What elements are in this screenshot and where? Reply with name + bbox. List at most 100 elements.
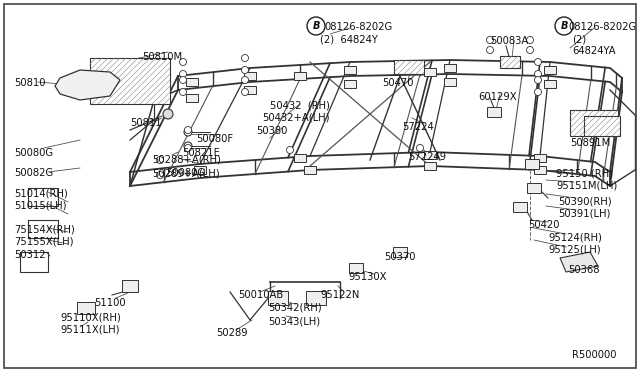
Bar	[525, 159, 539, 169]
Bar	[344, 80, 356, 88]
Bar	[244, 86, 256, 94]
Text: 50082G: 50082G	[14, 168, 53, 178]
Text: B: B	[560, 21, 568, 31]
Text: 50312: 50312	[14, 250, 45, 260]
Circle shape	[486, 46, 493, 54]
Text: 50810M: 50810M	[142, 52, 182, 62]
Bar	[77, 302, 95, 314]
Bar	[424, 162, 436, 170]
Bar	[544, 66, 556, 74]
Text: 50420: 50420	[528, 220, 559, 230]
Bar	[424, 151, 436, 159]
Text: 50811: 50811	[130, 118, 162, 128]
Bar	[444, 78, 456, 86]
Text: 50010AB: 50010AB	[238, 290, 284, 300]
Circle shape	[527, 36, 534, 44]
Text: 572249: 572249	[408, 152, 446, 162]
Text: 50080G: 50080G	[166, 168, 205, 178]
Polygon shape	[55, 70, 120, 100]
Circle shape	[287, 147, 294, 154]
Text: 95130X: 95130X	[348, 272, 387, 282]
Circle shape	[534, 77, 541, 83]
Text: 50810: 50810	[14, 78, 45, 88]
Bar	[304, 166, 316, 174]
Text: 95111X(LH): 95111X(LH)	[60, 325, 120, 335]
Text: 50342(RH): 50342(RH)	[268, 302, 322, 312]
Text: 50432  (RH): 50432 (RH)	[270, 100, 330, 110]
Circle shape	[184, 144, 191, 151]
Circle shape	[241, 89, 248, 96]
Bar	[294, 72, 306, 80]
Text: 50289: 50289	[216, 328, 248, 338]
Circle shape	[184, 142, 192, 150]
Text: 75154X(RH): 75154X(RH)	[14, 224, 75, 234]
Bar	[306, 291, 326, 305]
Bar	[487, 107, 501, 117]
Bar	[394, 60, 424, 74]
Text: (2)  64824Y: (2) 64824Y	[320, 34, 378, 44]
Text: 50080G: 50080G	[14, 148, 53, 158]
Circle shape	[307, 17, 325, 35]
Circle shape	[184, 126, 191, 134]
Text: 64824YA: 64824YA	[572, 46, 616, 56]
Bar	[570, 110, 618, 136]
Text: 50432+A(LH): 50432+A(LH)	[262, 112, 330, 122]
Bar	[268, 291, 288, 305]
Text: 50288+A(RH): 50288+A(RH)	[152, 155, 221, 165]
Text: 50470: 50470	[382, 78, 413, 88]
Circle shape	[534, 58, 541, 65]
Bar	[424, 68, 436, 76]
Bar	[393, 247, 407, 257]
Text: 57224: 57224	[402, 122, 434, 132]
Text: 51015(LH): 51015(LH)	[14, 200, 67, 210]
Text: B: B	[312, 21, 320, 31]
Circle shape	[157, 171, 163, 179]
Bar	[534, 154, 546, 162]
Circle shape	[163, 109, 173, 119]
Text: 75155X(LH): 75155X(LH)	[14, 236, 74, 246]
Circle shape	[184, 128, 192, 136]
Bar	[186, 78, 198, 86]
Text: 95150 (RH): 95150 (RH)	[556, 168, 613, 178]
Text: 50289+A(LH): 50289+A(LH)	[152, 168, 220, 178]
Text: 50370: 50370	[384, 252, 415, 262]
Bar	[544, 80, 556, 88]
Bar	[90, 58, 170, 104]
Text: 51014(RH): 51014(RH)	[14, 188, 68, 198]
Circle shape	[527, 46, 534, 54]
Circle shape	[179, 71, 186, 77]
Bar	[122, 280, 138, 292]
Bar	[527, 183, 541, 193]
Bar	[294, 154, 306, 162]
Bar	[584, 116, 620, 136]
Text: 95151M(LH): 95151M(LH)	[556, 180, 617, 190]
Bar	[344, 66, 356, 74]
Text: 95124(RH): 95124(RH)	[548, 232, 602, 242]
Bar	[194, 166, 206, 174]
Text: R500000: R500000	[572, 350, 616, 360]
Text: 50390(RH): 50390(RH)	[558, 196, 612, 206]
Text: 50891M: 50891M	[570, 138, 611, 148]
Text: 51100: 51100	[94, 298, 125, 308]
Text: 50380: 50380	[256, 126, 287, 136]
Bar	[534, 166, 546, 174]
Text: 95110X(RH): 95110X(RH)	[60, 312, 121, 322]
Polygon shape	[560, 252, 598, 272]
Circle shape	[486, 36, 493, 44]
Circle shape	[241, 67, 248, 74]
Text: (2): (2)	[572, 34, 586, 44]
Text: 50080F: 50080F	[196, 134, 233, 144]
Text: 60129X: 60129X	[478, 92, 516, 102]
Text: 95125(LH): 95125(LH)	[548, 245, 600, 255]
Bar	[244, 72, 256, 80]
Circle shape	[534, 71, 541, 77]
Text: 50083A: 50083A	[490, 36, 528, 46]
Text: 50821E: 50821E	[182, 148, 220, 158]
Circle shape	[179, 58, 186, 65]
Text: 50391(LH): 50391(LH)	[558, 208, 611, 218]
Text: 95122N: 95122N	[320, 290, 360, 300]
Text: 08126-8202G: 08126-8202G	[568, 22, 636, 32]
Circle shape	[241, 55, 248, 61]
Circle shape	[534, 89, 541, 96]
Bar	[186, 94, 198, 102]
